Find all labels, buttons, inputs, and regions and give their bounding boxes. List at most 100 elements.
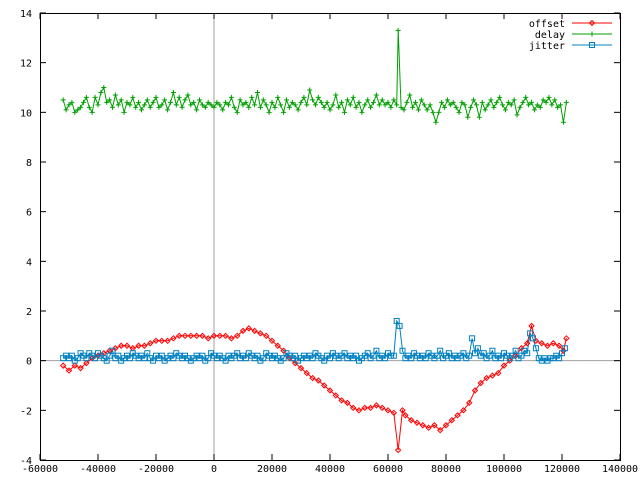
offset-legend-label: offset xyxy=(529,19,565,30)
offset-data-point xyxy=(291,359,299,367)
offset-data-point xyxy=(344,399,351,407)
delay-data-point xyxy=(63,107,69,113)
axis-ticks xyxy=(39,12,621,461)
delay-data-point xyxy=(339,99,345,105)
offset-data-point xyxy=(141,342,148,349)
delay-data-point xyxy=(205,99,211,105)
delay-data-point xyxy=(395,27,401,33)
offset-data-point xyxy=(326,387,334,394)
jitter-data-point xyxy=(396,322,403,329)
offset-data-point xyxy=(228,335,235,342)
delay-data-point xyxy=(179,104,185,110)
offset-data-point xyxy=(523,340,531,347)
delay-data-point xyxy=(321,104,327,110)
delay-data-point xyxy=(170,89,176,95)
delay-data-point xyxy=(350,94,356,100)
offset-data-point xyxy=(460,407,467,414)
delay-data-point xyxy=(266,109,272,115)
offset-data-point xyxy=(320,382,328,389)
offset-data-point xyxy=(402,412,409,419)
delay-data-point xyxy=(549,102,555,108)
offset-legend-marker xyxy=(588,19,596,27)
y-tick-label: 0 xyxy=(26,357,32,368)
offset-data-point xyxy=(146,340,154,347)
offset-data-point xyxy=(394,446,402,454)
y-tick-label: 2 xyxy=(26,307,32,318)
delay-data-point xyxy=(324,99,330,105)
delay-data-point xyxy=(391,97,397,103)
jitter-data-point xyxy=(474,345,481,352)
delay-data-point xyxy=(415,107,421,113)
delay-data-point xyxy=(424,107,430,113)
delay-data-point xyxy=(517,104,523,110)
y-tick-label: 6 xyxy=(26,208,32,219)
offset-data-point xyxy=(407,417,415,424)
delay-data-point xyxy=(226,102,231,108)
delay-data-point xyxy=(286,104,292,110)
delay-data-point xyxy=(502,107,508,113)
delay-data-point xyxy=(473,102,479,108)
delay-data-point xyxy=(563,99,569,105)
delay-data-point xyxy=(86,104,92,110)
delay-data-point xyxy=(327,107,333,113)
delay-data-point xyxy=(488,97,494,103)
offset-data-point xyxy=(538,340,545,347)
x-tick-label: 0 xyxy=(211,464,217,475)
delay-data-point xyxy=(136,99,142,105)
delay-data-point xyxy=(450,99,456,105)
delay-data-point xyxy=(379,97,385,103)
delay-data-point xyxy=(514,112,520,118)
offset-data-point xyxy=(245,325,253,332)
delay-data-point xyxy=(508,102,514,108)
delay-data-point xyxy=(127,102,133,108)
delay-data-point xyxy=(199,102,205,108)
offset-data-point xyxy=(77,364,84,372)
offset-data-point xyxy=(399,407,406,414)
delay-data-point xyxy=(182,97,188,103)
offset-data-point xyxy=(262,332,270,340)
jitter-data-point xyxy=(399,347,406,354)
delay-data-point xyxy=(347,102,353,108)
delay-data-point xyxy=(208,102,214,108)
delay-data-point xyxy=(115,102,121,108)
delay-data-point xyxy=(130,94,136,100)
delay-data-point xyxy=(156,104,162,110)
x-tick-label: -60000 xyxy=(22,464,58,475)
axis-tick-labels: -60000 -40000 -20000 0 20000 40000 60000 80000 1… xyxy=(20,9,638,475)
delay-data-point xyxy=(330,102,336,108)
offset-data-point xyxy=(367,404,374,412)
delay-data-point xyxy=(275,94,281,100)
delay-data-point xyxy=(482,107,488,113)
x-tick-label: 60000 xyxy=(373,464,403,475)
delay-data-point xyxy=(439,99,445,105)
y-tick-label: 4 xyxy=(26,257,32,268)
delay-data-point xyxy=(491,104,497,110)
delay-data-point xyxy=(249,94,255,100)
delay-data-point xyxy=(150,99,156,105)
delay-data-point xyxy=(433,119,439,125)
delay-data-point xyxy=(511,97,517,103)
offset-data-point xyxy=(222,332,229,340)
offset-data-point xyxy=(175,332,183,340)
delay-data-point xyxy=(485,102,491,108)
delay-data-point xyxy=(278,102,284,108)
offset-data-point xyxy=(164,337,171,345)
offset-data-point xyxy=(123,342,131,349)
delay-data-point xyxy=(382,102,388,108)
offset-data-point xyxy=(390,409,398,417)
x-tick-label: -40000 xyxy=(80,464,116,475)
delay-data-point xyxy=(110,104,115,110)
delay-data-point xyxy=(81,99,86,105)
delay-data-point xyxy=(543,99,549,105)
jitter-data-point xyxy=(437,347,444,354)
offset-data-point xyxy=(170,335,177,342)
delay-data-point xyxy=(537,104,543,110)
offset-data-point xyxy=(210,332,218,340)
delay-data-point xyxy=(465,114,471,120)
offset-data-point xyxy=(483,374,490,382)
offset-data-point xyxy=(378,404,386,412)
y-tick-label: 8 xyxy=(26,158,32,169)
